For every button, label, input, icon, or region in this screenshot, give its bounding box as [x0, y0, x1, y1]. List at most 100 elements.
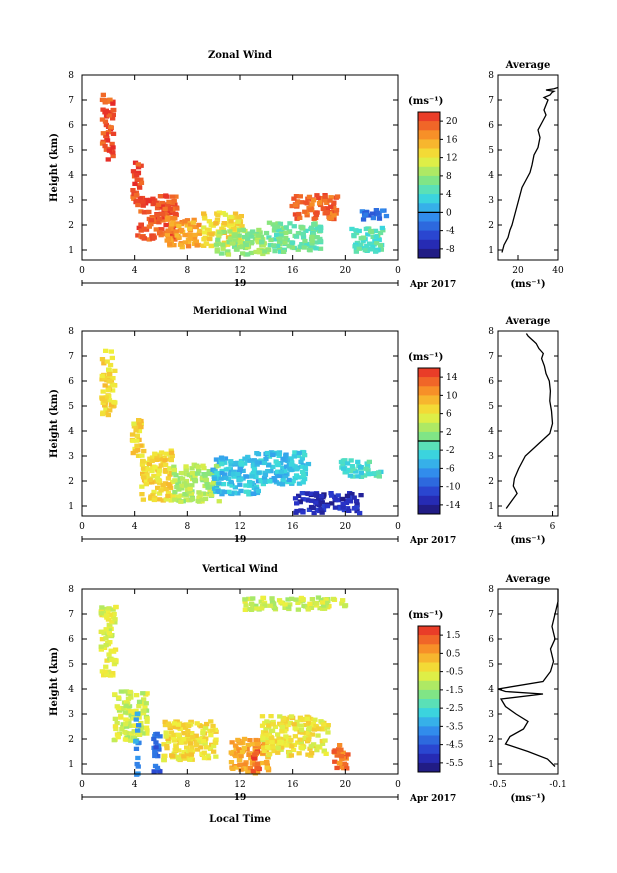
heatmap-cell	[272, 478, 278, 483]
heatmap-cell	[141, 475, 147, 480]
heatmap-cell	[145, 467, 151, 472]
heatmap-cell	[222, 212, 229, 217]
heatmap-cell	[377, 243, 384, 248]
heatmap-cell	[282, 729, 288, 734]
heatmap-cell	[287, 602, 293, 607]
heatmap-cell	[172, 490, 178, 495]
heatmap-cell	[151, 219, 157, 224]
heatmap-cell	[140, 731, 146, 736]
heatmap-cell	[248, 250, 254, 256]
heatmap-cell	[283, 716, 290, 722]
heatmap-cell	[314, 193, 320, 198]
heatmap-cell	[340, 756, 346, 761]
heatmap-cell	[135, 233, 141, 238]
heatmap-cell	[105, 388, 111, 393]
heatmap-cell	[285, 604, 292, 610]
heatmap-cell	[152, 451, 158, 456]
heatmap-cell	[114, 732, 121, 737]
heatmap-cell	[125, 711, 131, 716]
heatmap-cell	[378, 247, 384, 252]
heatmap-cell	[300, 226, 306, 231]
heatmap-cell	[262, 479, 268, 484]
heatmap-cell	[256, 227, 262, 233]
heatmap-cell	[140, 466, 147, 471]
heatmap-cell	[189, 483, 195, 488]
heatmap-cell	[360, 239, 366, 244]
heatmap-cell	[107, 612, 113, 617]
heatmap-cell	[168, 498, 174, 503]
y-tick-label: 8	[68, 327, 74, 337]
heatmap-cell	[156, 468, 163, 473]
heatmap-cell	[170, 215, 176, 221]
colorbar-segment	[418, 477, 440, 487]
x-tick-label: 8	[184, 780, 190, 790]
heatmap-cell	[165, 490, 172, 495]
heatmap-cell	[155, 485, 161, 491]
heatmap-cell	[231, 471, 237, 476]
heatmap-cell	[112, 620, 118, 625]
heatmap-cell	[166, 199, 172, 204]
heatmap-cell	[314, 748, 320, 753]
heatmap-cell	[329, 493, 335, 498]
heatmap-cell	[324, 200, 330, 205]
heatmap-cell	[252, 752, 258, 757]
heatmap-cell	[262, 742, 268, 747]
heatmap-cell	[127, 689, 133, 695]
heatmap-cell	[293, 597, 299, 602]
heatmap-cell	[136, 183, 142, 188]
colorbar-segment	[418, 221, 440, 231]
heatmap-cell	[202, 474, 208, 479]
heatmap-cell	[298, 745, 304, 750]
heatmap-cell	[238, 767, 244, 772]
heatmap-cell	[268, 450, 275, 455]
heatmap-cell	[160, 498, 166, 503]
heatmap-cell	[332, 496, 338, 501]
heatmap-cell	[167, 470, 174, 475]
heatmap-cell	[270, 452, 276, 457]
colorbar-segment	[418, 653, 440, 663]
heatmap-cell	[170, 219, 176, 225]
colorbar-unit-label: (ms⁻¹)	[408, 352, 443, 363]
profile-title: Average	[505, 316, 551, 327]
heatmap-cell	[146, 199, 152, 204]
heatmap-cell	[259, 723, 266, 728]
heatmap-cell	[373, 473, 379, 478]
heatmap-cell	[266, 463, 272, 468]
colorbar-tick-label: 4	[446, 190, 452, 200]
heatmap-cell	[136, 699, 143, 704]
heatmap-cell	[213, 740, 219, 745]
heatmap-cell	[329, 501, 335, 506]
heatmap-cell	[261, 475, 268, 480]
heatmap-cell	[298, 723, 304, 728]
heatmap-cell	[283, 727, 289, 732]
heatmap-cell	[271, 601, 277, 607]
heatmap-cell	[183, 468, 189, 473]
colorbar-segment	[418, 671, 440, 682]
heatmap-cell	[334, 753, 340, 758]
heatmap-cell	[292, 726, 298, 731]
colorbar-segment	[418, 404, 440, 414]
heatmap-cell	[105, 385, 111, 390]
heatmap-cell	[275, 462, 281, 468]
x-tick-label: 0	[79, 780, 85, 790]
heatmap-cell	[244, 746, 250, 752]
colorbar-segment	[418, 203, 440, 213]
zonal-average-profile: Average 1 2 3 4 5 6 7 8 20 40 (ms⁻¹)	[488, 60, 564, 290]
heatmap-cell	[309, 724, 315, 729]
heatmap-cell	[107, 624, 113, 629]
heatmap-cell	[356, 228, 362, 234]
heatmap-cell	[171, 464, 177, 469]
heatmap-cell	[205, 753, 211, 758]
heatmap-cell	[233, 753, 239, 759]
heatmap-cell	[144, 719, 150, 724]
colorbar-segment	[418, 726, 440, 736]
heatmap-cell	[268, 469, 274, 474]
colorbar-tick-label: -1.5	[446, 686, 464, 696]
heatmap-cell	[110, 376, 116, 381]
heatmap-cell	[322, 197, 329, 202]
heatmap-cell	[303, 731, 309, 736]
heatmap-cell	[143, 725, 150, 730]
heatmap-cell	[361, 473, 368, 478]
